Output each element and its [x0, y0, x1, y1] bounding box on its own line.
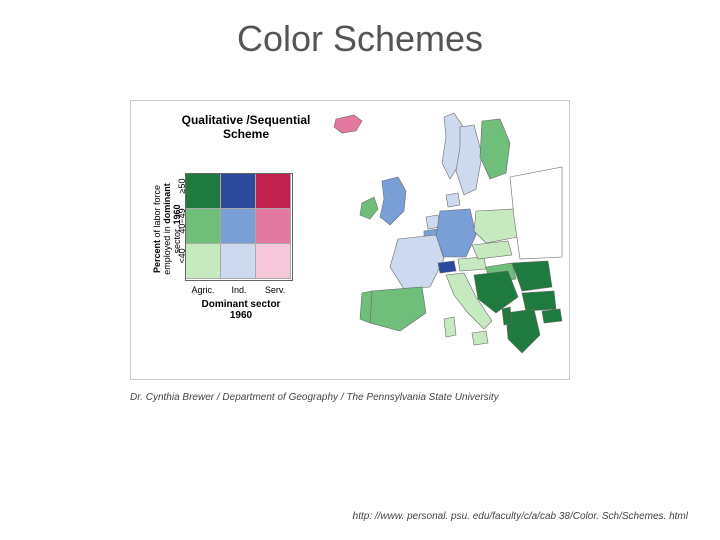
matrix-cell: [186, 174, 221, 209]
xaxis-title-l2: 1960: [230, 310, 252, 321]
matrix-cell: [221, 209, 256, 244]
map-region-germany: [436, 209, 476, 257]
europe-map: [326, 107, 564, 373]
matrix-cell: [221, 244, 256, 279]
map-region-ireland: [360, 197, 378, 219]
map-region-turkey-eur: [542, 309, 562, 323]
xaxis-ticks: Agric. Ind. Serv.: [185, 285, 293, 295]
yaxis-t3: employed in: [162, 224, 172, 275]
xtick-0: Agric.: [185, 285, 221, 295]
map-region-bulgaria: [522, 291, 556, 311]
map-region-switzerland: [438, 261, 456, 273]
map-region-albania: [502, 307, 512, 325]
matrix-cell: [256, 244, 291, 279]
map-region-spain: [366, 287, 426, 331]
matrix-cell: [186, 244, 221, 279]
xtick-2: Serv.: [257, 285, 293, 295]
matrix-cell: [256, 174, 291, 209]
source-url: http: //www. personal. psu. edu/faculty/…: [353, 511, 688, 522]
map-region-sicily: [472, 331, 488, 345]
xaxis-title-l1: Dominant sector: [202, 299, 281, 310]
yaxis-t2: of labor force: [152, 185, 162, 240]
map-region-poland: [474, 209, 518, 243]
map-region-sardinia: [444, 317, 456, 337]
scheme-title-l2: Scheme: [223, 127, 269, 141]
map-region-france: [390, 235, 444, 289]
map-region-finland: [480, 119, 510, 179]
yaxis-t1: Percent: [152, 240, 162, 273]
page-title: Color Schemes: [0, 18, 720, 60]
yaxis-t4: dominant: [162, 183, 172, 224]
attribution-text: Dr. Cynthia Brewer / Department of Geogr…: [130, 392, 499, 403]
map-region-czechoslovakia: [472, 241, 512, 259]
xtick-1: Ind.: [221, 285, 257, 295]
matrix-cell: [186, 209, 221, 244]
map-region-denmark: [446, 193, 460, 207]
xaxis-title: Dominant sector 1960: [171, 299, 311, 321]
matrix-cell: [256, 209, 291, 244]
map-region-austria: [458, 257, 486, 271]
map-region-iceland: [334, 115, 362, 133]
map-region-sweden: [456, 125, 482, 195]
scheme-title: Qualitative /Sequential Scheme: [161, 113, 331, 142]
map-region-portugal: [360, 291, 372, 323]
map-region-romania: [512, 261, 552, 291]
matrix-cell: [221, 174, 256, 209]
scheme-title-l1: Qualitative /Sequential: [182, 113, 311, 127]
color-matrix: [185, 173, 293, 281]
figure-panel: Qualitative /Sequential Scheme Percent o…: [130, 100, 570, 380]
map-region-ussr-baltic: [510, 167, 562, 259]
map-region-uk: [380, 177, 406, 225]
